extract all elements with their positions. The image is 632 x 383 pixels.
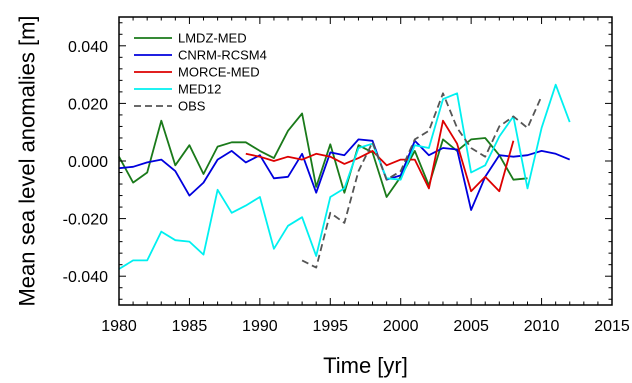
series-line-morce-med [245,119,515,193]
x-tick-label: 2005 [453,318,489,335]
series-line-cnrm-rcsm4 [118,138,571,211]
legend-label: MED12 [178,82,221,97]
x-tick-label: 1985 [172,318,208,335]
series-line-obs [301,92,543,269]
x-tick-label: 1995 [312,318,348,335]
y-tick-label: 0.040 [68,39,108,56]
x-tick-label: 2015 [594,318,630,335]
y-tick-label: 0.000 [68,154,108,171]
y-tick-label: -0.040 [63,269,108,286]
x-tick-label: 2010 [524,318,560,335]
series-line-med12 [118,83,571,270]
legend-label: OBS [178,99,206,114]
y-axis-title: Mean sea level anomalies [m] [15,15,40,306]
x-tick-label: 2000 [383,318,419,335]
legend-label: MORCE-MED [178,65,260,80]
x-tick-label: 1990 [242,318,278,335]
y-tick-label: 0.020 [68,96,108,113]
legend-label: CNRM-RCSM4 [178,48,267,63]
ticks-layer: 1980 1985 1990 1995 2000 2005 2010 2015 -0.040 -0… [63,17,630,335]
series-layer [118,83,571,270]
x-tick-label: 1980 [101,318,137,335]
x-axis-title: Time [yr] [323,353,408,378]
legend-label: LMDZ-MED [178,31,247,46]
y-tick-label: -0.020 [63,212,108,229]
legend: LMDZ-MED CNRM-RCSM4 MORCE-MED MED12 OBS [134,31,267,114]
